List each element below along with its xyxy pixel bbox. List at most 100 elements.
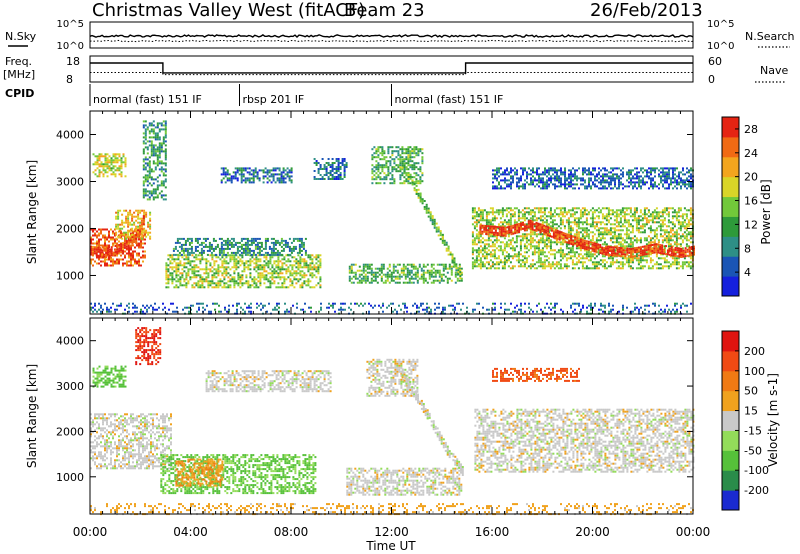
data-cell (531, 259, 534, 262)
data-cell (497, 211, 500, 214)
data-cell (659, 253, 662, 256)
data-cell (619, 235, 622, 238)
data-cell (471, 207, 474, 210)
data-cell (142, 246, 144, 249)
data-cell (131, 219, 134, 222)
data-cell (577, 221, 580, 224)
data-cell (391, 150, 394, 153)
data-cell (147, 231, 150, 234)
data-cell (156, 162, 159, 165)
data-cell (196, 239, 199, 242)
data-cell (597, 267, 600, 270)
data-cell (575, 223, 578, 226)
data-cell (329, 166, 332, 168)
data-cell (193, 266, 196, 269)
data-cell (540, 173, 542, 176)
data-cell (389, 156, 392, 159)
data-cell (233, 264, 236, 267)
data-cell (319, 258, 322, 261)
data-cell (548, 179, 550, 182)
data-cell (581, 233, 584, 236)
data-cell (165, 266, 168, 269)
data-cell (154, 166, 157, 169)
data-cell (141, 235, 144, 238)
data-cell (438, 279, 441, 282)
data-cell (290, 169, 293, 172)
data-cell (613, 251, 616, 254)
data-cell (579, 211, 582, 214)
data-cell (242, 243, 245, 246)
data-cell (567, 253, 570, 256)
data-cell (124, 236, 126, 239)
data-cell (523, 235, 526, 238)
data-cell (269, 260, 272, 263)
data-cell (501, 211, 504, 214)
data-cell (563, 227, 566, 230)
data-cell (287, 266, 290, 269)
data-cell (673, 231, 676, 234)
data-cell (124, 175, 127, 178)
data-cell (598, 167, 600, 170)
data-cell (499, 211, 502, 214)
data-cell (505, 241, 508, 244)
data-cell (385, 174, 388, 177)
data-cell (535, 247, 538, 250)
data-cell (123, 233, 126, 236)
data-cell (112, 236, 114, 239)
data-cell (499, 221, 502, 224)
data-cell (558, 175, 560, 178)
data-cell (473, 225, 476, 228)
data-cell (653, 239, 656, 242)
data-cell (643, 231, 646, 234)
data-cell (211, 280, 214, 283)
data-cell (675, 259, 678, 262)
data-cell (657, 221, 660, 224)
data-cell (309, 266, 312, 269)
data-cell (116, 157, 119, 160)
data-cell (184, 243, 187, 246)
data-cell (114, 165, 117, 168)
data-cell (204, 237, 207, 240)
data-cell (572, 175, 574, 178)
data-cell (498, 171, 500, 174)
data-cell (493, 263, 496, 266)
data-cell (420, 277, 423, 280)
data-cell (199, 286, 202, 289)
data-cell (179, 278, 182, 281)
data-cell (671, 217, 674, 220)
data-cell (671, 229, 674, 232)
data-cell (98, 240, 100, 243)
data-cell (384, 279, 387, 282)
data-cell (303, 260, 306, 263)
data-cell (575, 247, 578, 250)
data-cell (260, 245, 263, 248)
data-cell (228, 241, 231, 244)
data-cell (158, 144, 161, 147)
data-cell (553, 249, 556, 252)
data-cell (128, 238, 130, 241)
data-cell (350, 267, 353, 270)
data-cell (501, 241, 504, 244)
data-cell (580, 179, 582, 182)
data-cell (533, 231, 536, 234)
data-cell (233, 270, 236, 273)
data-cell (513, 255, 516, 258)
data-cell (259, 272, 262, 275)
data-cell (271, 264, 274, 267)
data-cell (256, 173, 259, 176)
data-cell (194, 237, 197, 240)
data-cell (410, 277, 413, 280)
data-cell (146, 164, 149, 167)
data-cell (360, 269, 363, 272)
data-cell (154, 136, 157, 139)
data-cell (337, 166, 340, 168)
data-cell (538, 179, 540, 182)
data-cell (585, 209, 588, 212)
data-cell (561, 211, 564, 214)
data-cell (570, 183, 572, 186)
data-cell (381, 154, 384, 157)
data-cell (460, 279, 463, 282)
data-cell (415, 148, 418, 151)
data-cell (331, 178, 334, 180)
data-cell (689, 219, 692, 222)
